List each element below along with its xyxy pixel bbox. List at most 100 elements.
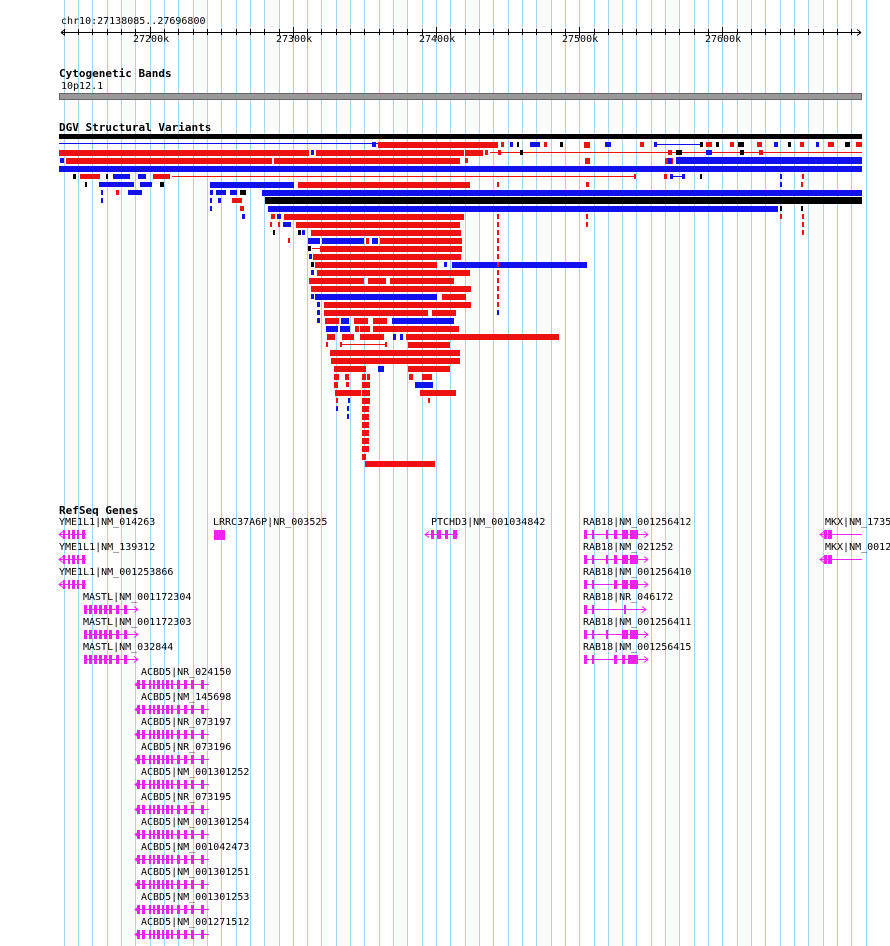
dgv-feature[interactable] — [465, 150, 483, 156]
dgv-feature[interactable] — [676, 150, 682, 155]
gene-feature[interactable] — [584, 605, 647, 614]
dgv-feature[interactable] — [59, 150, 309, 156]
dgv-feature[interactable] — [780, 182, 782, 187]
dgv-feature[interactable] — [802, 174, 804, 179]
dgv-feature[interactable] — [106, 174, 108, 179]
dgv-feature[interactable] — [298, 230, 301, 235]
dgv-feature[interactable] — [802, 222, 804, 227]
gene-label[interactable]: MKX|NM_1735 — [825, 517, 890, 528]
gene-label[interactable]: MKX|NM_0012 — [825, 542, 890, 553]
dgv-feature[interactable] — [116, 190, 119, 195]
dgv-feature[interactable] — [327, 334, 335, 340]
gene-label[interactable]: YME1L1|NM_014263 — [59, 517, 156, 528]
dgv-feature[interactable] — [668, 150, 672, 155]
dgv-feature[interactable] — [788, 142, 791, 147]
dgv-feature[interactable] — [340, 342, 342, 347]
dgv-feature[interactable] — [780, 206, 782, 211]
dgv-feature[interactable] — [400, 334, 403, 340]
dgv-feature[interactable] — [415, 382, 433, 388]
dgv-feature[interactable] — [380, 238, 462, 244]
dgv-feature[interactable] — [311, 230, 461, 236]
dgv-feature[interactable] — [362, 414, 369, 420]
gene-label[interactable]: ACBD5|NR_024150 — [141, 667, 232, 678]
dgv-feature[interactable] — [308, 238, 320, 244]
gene-label[interactable]: ACBD5|NR_073197 — [141, 717, 232, 728]
dgv-feature[interactable] — [360, 334, 384, 340]
dgv-feature[interactable] — [270, 222, 272, 227]
dgv-feature[interactable] — [326, 342, 328, 347]
dgv-feature[interactable] — [210, 198, 212, 203]
dgv-feature[interactable] — [296, 222, 460, 228]
dgv-feature[interactable] — [845, 142, 850, 147]
dgv-feature[interactable] — [362, 382, 370, 388]
dgv-feature[interactable] — [230, 190, 237, 195]
dgv-feature[interactable] — [348, 398, 350, 403]
dgv-feature[interactable] — [378, 142, 498, 148]
dgv-feature[interactable] — [640, 142, 644, 147]
dgv-feature[interactable] — [283, 222, 291, 227]
dgv-feature[interactable] — [265, 197, 862, 204]
dgv-feature[interactable] — [668, 158, 672, 164]
gene-feature[interactable] — [584, 630, 649, 639]
gene-label[interactable]: RAB18|NM_001256415 — [583, 642, 692, 653]
dgv-feature[interactable] — [324, 310, 428, 316]
dgv-feature[interactable] — [302, 230, 305, 235]
dgv-feature[interactable] — [316, 150, 464, 156]
gene-label[interactable]: ACBD5|NR_073195 — [141, 792, 232, 803]
dgv-feature[interactable] — [497, 294, 499, 299]
dgv-feature[interactable] — [368, 278, 386, 284]
gene-feature[interactable] — [584, 530, 649, 539]
dgv-feature[interactable] — [444, 262, 447, 267]
dgv-feature[interactable] — [584, 142, 590, 148]
dgv-feature[interactable] — [336, 406, 338, 411]
dgv-feature[interactable] — [367, 374, 370, 380]
dgv-feature[interactable] — [372, 142, 376, 147]
dgv-feature[interactable] — [428, 398, 430, 403]
dgv-feature[interactable] — [585, 158, 590, 164]
dgv-feature[interactable] — [738, 142, 744, 147]
gene-feature[interactable] — [134, 880, 209, 889]
dgv-feature[interactable] — [586, 182, 589, 187]
dgv-feature[interactable] — [346, 382, 349, 387]
dgv-feature[interactable] — [816, 142, 819, 147]
gene-label[interactable]: ACBD5|NM_001301253 — [141, 892, 250, 903]
gene-feature[interactable] — [84, 655, 139, 664]
dgv-feature[interactable] — [362, 374, 366, 380]
dgv-feature[interactable] — [420, 390, 456, 396]
dgv-feature[interactable] — [138, 174, 146, 179]
dgv-feature[interactable] — [278, 222, 280, 227]
dgv-feature[interactable] — [501, 142, 504, 147]
dgv-feature[interactable] — [497, 222, 499, 227]
dgv-feature[interactable] — [497, 262, 499, 267]
gene-feature[interactable] — [134, 930, 209, 939]
dgv-feature[interactable] — [320, 246, 462, 252]
dgv-feature[interactable] — [465, 158, 468, 163]
gene-label[interactable]: LRRC37A6P|NR_003525 — [213, 517, 328, 528]
dgv-feature[interactable] — [700, 142, 703, 147]
dgv-feature[interactable] — [409, 374, 413, 380]
gene-label[interactable]: ACBD5|NM_001301251 — [141, 867, 250, 878]
gene-feature[interactable] — [819, 555, 862, 564]
dgv-feature[interactable] — [517, 142, 519, 147]
gene-feature[interactable] — [58, 530, 86, 539]
dgv-feature[interactable] — [277, 214, 281, 219]
dgv-feature[interactable] — [271, 214, 275, 219]
dgv-feature[interactable] — [334, 382, 338, 388]
gene-label[interactable]: MASTL|NM_001172304 — [83, 592, 192, 603]
dgv-feature[interactable] — [360, 326, 370, 332]
dgv-feature[interactable] — [700, 174, 702, 179]
dgv-feature[interactable] — [362, 422, 369, 428]
dgv-feature[interactable] — [322, 238, 364, 244]
gene-feature[interactable] — [84, 630, 139, 639]
dgv-feature[interactable] — [586, 222, 588, 227]
gene-label[interactable]: ACBD5|NM_001301254 — [141, 817, 250, 828]
dgv-feature[interactable] — [497, 230, 499, 235]
dgv-feature[interactable] — [59, 143, 379, 144]
dgv-feature[interactable] — [432, 310, 456, 316]
dgv-feature[interactable] — [366, 238, 369, 244]
dgv-feature[interactable] — [682, 174, 685, 179]
gene-feature[interactable] — [134, 905, 209, 914]
dgv-feature[interactable] — [99, 182, 134, 187]
dgv-feature[interactable] — [128, 190, 142, 195]
